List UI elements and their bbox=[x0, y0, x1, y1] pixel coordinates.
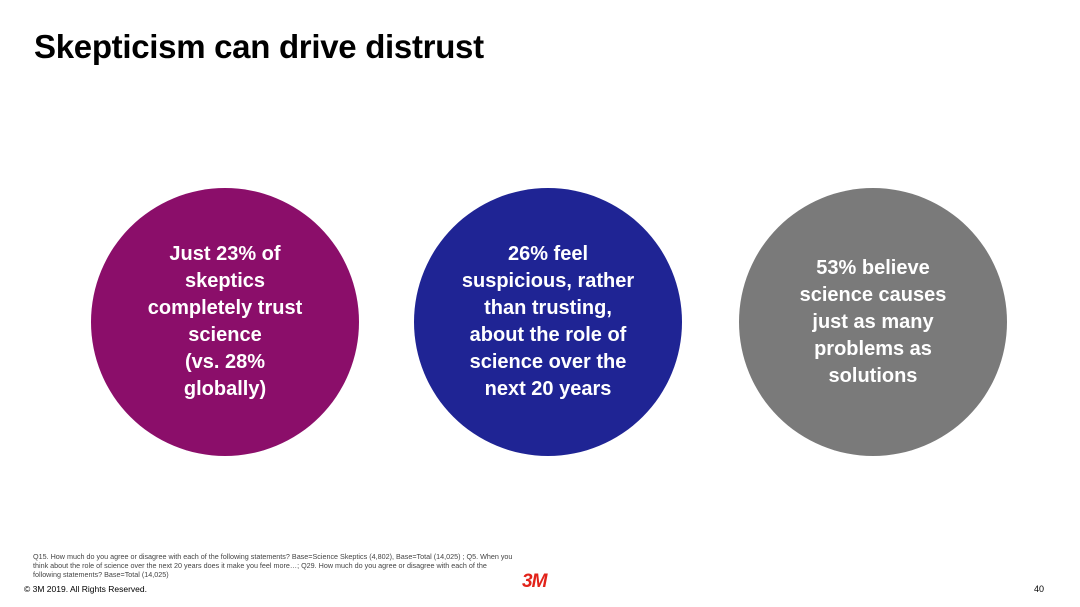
stat-circle-suspicious: 26% feel suspicious, rather than trustin… bbox=[414, 188, 682, 456]
stat-circle-text: 53% believe science causes just as many … bbox=[799, 256, 947, 387]
stat-circle-text: Just 23% of skeptics completely trust sc… bbox=[147, 243, 303, 400]
copyright: © 3M 2019. All Rights Reserved. bbox=[24, 584, 147, 594]
slide-title: Skepticism can drive distrust bbox=[34, 28, 484, 65]
footnote: Q15. How much do you agree or disagree w… bbox=[33, 552, 513, 579]
page-number: 40 bbox=[1034, 584, 1045, 594]
3m-logo: 3M bbox=[522, 571, 547, 592]
stat-circle-skeptics-trust: Just 23% of skeptics completely trust sc… bbox=[91, 188, 359, 456]
stat-circle-problems: 53% believe science causes just as many … bbox=[739, 188, 1007, 456]
stat-circle-text: 26% feel suspicious, rather than trustin… bbox=[461, 243, 635, 400]
